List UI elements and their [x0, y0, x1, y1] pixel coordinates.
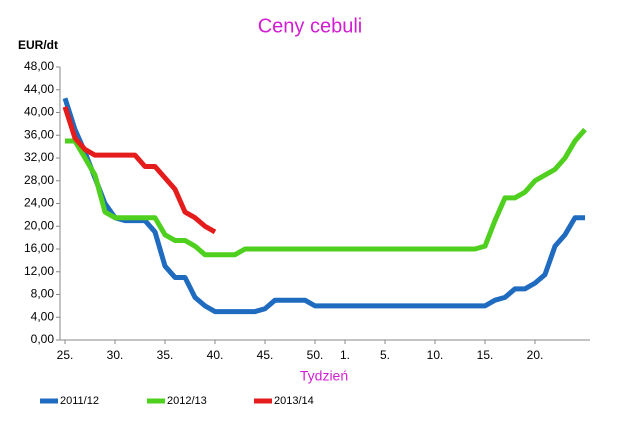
y-tick-label: 20,00	[24, 218, 54, 232]
x-tick-label: 20.	[527, 348, 544, 362]
y-axis-title: EUR/dt	[18, 38, 58, 52]
legend-label: 2013/14	[274, 395, 314, 407]
y-tick-label: 28,00	[24, 173, 54, 187]
x-tick-label: 35.	[157, 348, 174, 362]
y-tick-label: 44,00	[24, 82, 54, 96]
x-tick-label: 50.	[307, 348, 324, 362]
y-tick-label: 36,00	[24, 127, 54, 141]
x-tick-label: 1.	[340, 348, 350, 362]
y-tick-label: 16,00	[24, 241, 54, 255]
x-axis-title: Tydzień	[300, 368, 348, 384]
x-tick-label: 5.	[380, 348, 390, 362]
x-tick-label: 10.	[427, 348, 444, 362]
series-line	[62, 106, 217, 235]
y-tick-label: 12,00	[24, 264, 54, 278]
y-tick-label: 24,00	[24, 196, 54, 210]
y-tick-label: 32,00	[24, 150, 54, 164]
y-tick-label: 4,00	[31, 309, 55, 323]
y-tick-label: 0,00	[31, 332, 55, 346]
series-line	[62, 97, 585, 315]
x-tick-label: 40.	[207, 348, 224, 362]
y-tick-label: 8,00	[31, 287, 55, 301]
legend-label: 2012/13	[167, 395, 207, 407]
x-tick-label: 15.	[477, 348, 494, 362]
series-line	[65, 127, 587, 258]
legend-label: 2011/12	[60, 395, 99, 407]
x-tick-label: 30.	[107, 348, 124, 362]
y-tick-label: 48,00	[24, 59, 54, 73]
y-tick-label: 40,00	[24, 105, 54, 119]
chart-title: Ceny cebuli	[258, 15, 363, 37]
x-tick-label: 45.	[257, 348, 274, 362]
x-tick-label: 25.	[57, 348, 74, 362]
